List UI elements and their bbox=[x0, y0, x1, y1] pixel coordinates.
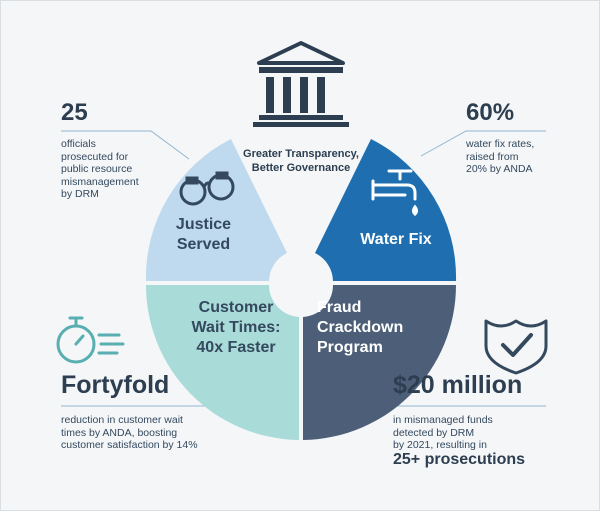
customer-label-line1: Customer bbox=[198, 299, 274, 316]
water-rate-desc-line1: water fix rates, bbox=[466, 138, 535, 150]
water-rate-desc-line3: 20% by ANDA bbox=[466, 163, 533, 175]
officials-desc-line4: mismanagement bbox=[61, 175, 139, 188]
funds-desc-line2: detected by DRM bbox=[393, 426, 475, 439]
water-label: Water Fix bbox=[360, 231, 432, 248]
center-title-line1: Greater Transparency, bbox=[243, 148, 359, 160]
shield-check-icon bbox=[484, 319, 548, 375]
customer-label-line2: Wait Times: bbox=[191, 319, 281, 336]
fraud-label-line2: Crackdown bbox=[317, 319, 404, 336]
funds-desc: in mismanaged funds detected by DRM by 2… bbox=[393, 414, 573, 452]
wait-value: Fortyfold bbox=[61, 371, 170, 399]
government-building-icon bbox=[253, 41, 349, 127]
officials-value: 25 bbox=[61, 99, 88, 126]
officials-desc-line5: by DRM bbox=[61, 188, 99, 200]
segment-water bbox=[315, 139, 457, 281]
water-faucet-icon bbox=[371, 169, 418, 217]
justice-label: Justice Served bbox=[161, 215, 246, 255]
fraud-label: Fraud Crackdown Program bbox=[317, 298, 427, 358]
water-rate-desc: water fix rates, raised from 20% by ANDA bbox=[466, 138, 576, 176]
funds-desc-line3: by 2021, resulting in bbox=[393, 439, 487, 451]
stopwatch-icon bbox=[56, 316, 125, 364]
officials-desc-line1: officials bbox=[61, 138, 96, 150]
customer-label-line3: 40x Faster bbox=[196, 339, 276, 356]
funds-desc-line1: in mismanaged funds bbox=[393, 414, 493, 426]
wait-desc: reduction in customer wait times by ANDA… bbox=[61, 414, 241, 452]
segment-justice bbox=[145, 139, 287, 281]
handcuffs-icon bbox=[179, 171, 235, 206]
officials-desc: officials prosecuted for public resource… bbox=[61, 138, 171, 201]
water-rate-value: 60% bbox=[466, 99, 515, 126]
wait-desc-line1: reduction in customer wait bbox=[61, 414, 183, 426]
customer-label: Customer Wait Times: 40x Faster bbox=[181, 298, 291, 358]
funds-prosecutions: 25+ prosecutions bbox=[393, 451, 526, 468]
connector-water bbox=[420, 130, 546, 157]
center-title: Greater Transparency, Better Governance bbox=[201, 147, 401, 175]
water-rate-desc-line2: raised from bbox=[466, 150, 519, 163]
justice-label-line1: Justice bbox=[175, 216, 232, 233]
center-title-line2: Better Governance bbox=[251, 162, 351, 174]
segment-fraud bbox=[303, 285, 456, 440]
officials-desc-line2: prosecuted for bbox=[61, 150, 129, 163]
segment-customer bbox=[146, 285, 299, 440]
wait-desc-line3: customer satisfaction by 14% bbox=[61, 439, 198, 451]
funds-value: $20 million bbox=[393, 371, 523, 399]
wait-desc-line2: times by ANDA, boosting bbox=[61, 426, 178, 439]
connector-officials bbox=[61, 130, 190, 160]
fraud-label-line3: Program bbox=[317, 339, 383, 356]
justice-label-line2: Served bbox=[176, 236, 231, 253]
officials-desc-line3: public resource bbox=[61, 163, 133, 175]
fraud-label-line1: Fraud bbox=[317, 299, 362, 316]
